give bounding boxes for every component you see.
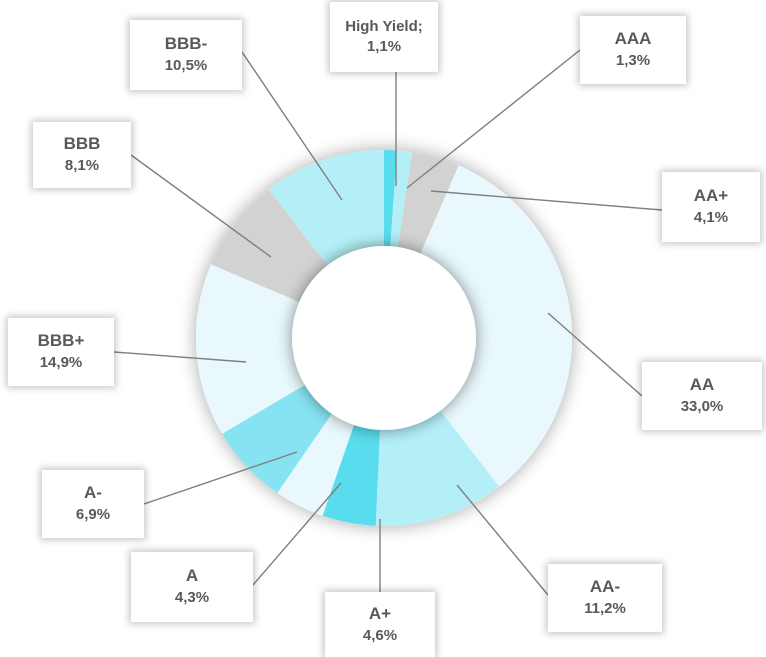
- data-label-value: 4,1%: [693, 209, 729, 227]
- data-label-callout: AA- 11,2%: [548, 564, 662, 632]
- data-label-callout: A 4,3%: [131, 552, 253, 622]
- slice-highyield: [384, 150, 397, 247]
- leader-line: [241, 51, 343, 201]
- data-label-category: A: [185, 566, 199, 586]
- doughnut-hole: [292, 246, 476, 430]
- slice-bbb+: [195, 264, 305, 434]
- data-label-callout: BBB+ 14,9%: [8, 318, 114, 386]
- data-label-callout: AA 33,0%: [642, 362, 762, 430]
- data-label-category: A+: [368, 603, 392, 623]
- data-label-value: 11,2%: [584, 600, 626, 618]
- data-label-value: 10,5%: [164, 57, 208, 75]
- data-label-category: AA-: [589, 577, 621, 597]
- data-label-category: BBB: [63, 134, 101, 154]
- data-label-category: AAA: [614, 29, 652, 49]
- data-label-value: 14,9%: [39, 354, 83, 372]
- data-label-callout: BBB- 10,5%: [130, 20, 242, 90]
- slice-aa: [420, 165, 573, 487]
- slice-aa-: [375, 410, 500, 526]
- data-label-value: 6,9%: [75, 506, 111, 524]
- leader-line: [130, 154, 272, 258]
- data-label-value: 4,3%: [174, 589, 210, 607]
- slice-bbb: [210, 189, 328, 302]
- slice-aa+: [397, 152, 459, 254]
- data-label-category: BBB-: [164, 34, 208, 54]
- data-label-callout: A+ 4,6%: [325, 592, 435, 657]
- slice-a: [277, 413, 354, 516]
- leader-line: [143, 451, 298, 505]
- data-label-value: 1,1%: [366, 38, 402, 55]
- data-label-value: 1,3%: [615, 52, 651, 70]
- data-label-value: 8,1%: [64, 157, 100, 175]
- data-label-category: High Yield;: [345, 17, 423, 35]
- data-label-category: BBB+: [37, 331, 85, 351]
- leader-line: [406, 49, 581, 189]
- leader-line: [113, 351, 247, 363]
- data-label-value: 4,6%: [362, 626, 398, 644]
- slice-bbb-: [268, 150, 384, 266]
- slice-a-: [222, 384, 332, 493]
- data-label-category: A-: [84, 483, 102, 503]
- data-label-callout: A- 6,9%: [42, 470, 144, 538]
- data-label-callout: AAA 1,3%: [580, 16, 686, 84]
- leader-line: [430, 190, 663, 211]
- leader-line: [456, 484, 549, 596]
- data-label-callout: BBB 8,1%: [33, 122, 131, 188]
- data-label-category: AA+: [693, 186, 729, 206]
- data-label-callout: High Yield; 1,1%: [330, 2, 438, 72]
- slice-a+: [322, 424, 380, 526]
- data-label-value: 33,0%: [680, 398, 724, 416]
- data-label-callout: AA+ 4,1%: [662, 172, 760, 242]
- data-label-category: AA: [689, 375, 715, 395]
- leader-line: [252, 482, 342, 586]
- leader-line: [547, 312, 643, 397]
